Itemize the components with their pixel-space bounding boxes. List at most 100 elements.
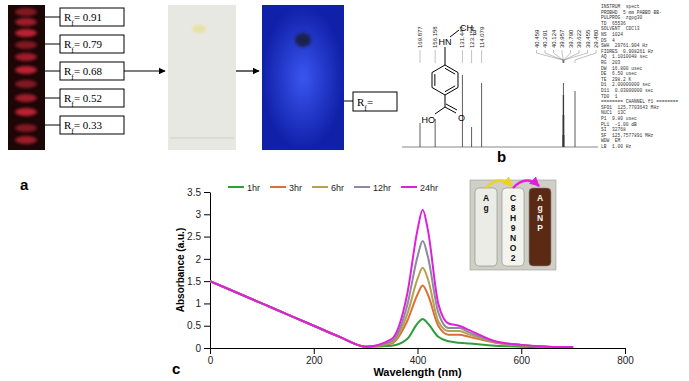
peak-label: 156.158 xyxy=(432,26,438,48)
parameter-line: SF 125.7577891 MHz xyxy=(601,133,654,138)
leader-line xyxy=(45,125,60,126)
double-bond xyxy=(445,86,455,92)
series-line xyxy=(210,268,573,347)
vial-label: Ag xyxy=(481,193,491,213)
y-tick-label: 2.5 xyxy=(187,231,201,242)
parameter-line: INSTRUM spect xyxy=(601,4,640,9)
y-tick-mark xyxy=(204,303,210,304)
tlc-spot xyxy=(295,33,311,47)
leader-line xyxy=(564,50,579,63)
legend-label: 12hr xyxy=(373,183,391,193)
tlc-spot xyxy=(15,8,37,16)
tlc-spot xyxy=(15,53,37,61)
leader-line xyxy=(537,50,563,63)
panel-label: b xyxy=(497,148,506,165)
leader-line xyxy=(471,50,472,63)
rf-label: Rf= 0.79 xyxy=(64,38,103,55)
benzene-ring xyxy=(432,65,458,95)
rf-label: Rf= 0.91 xyxy=(64,11,102,28)
rf-label: Rf= 0.33 xyxy=(64,119,103,136)
tlc-baseline xyxy=(170,138,234,139)
x-tick-mark xyxy=(418,348,419,354)
y-tick: 3.5 xyxy=(187,187,210,198)
vial xyxy=(529,188,551,266)
y-axis-title: Absorbance (a.u.) xyxy=(175,228,186,312)
legend-swatch xyxy=(228,186,244,188)
legend-label: 6hr xyxy=(331,183,344,193)
rf-label: Rf= 0.68 xyxy=(64,65,103,82)
peak-label: 40.124 xyxy=(551,29,557,48)
tlc-plate-blue xyxy=(262,5,344,150)
y-tick: 3 xyxy=(195,209,210,220)
atom-label: O xyxy=(458,113,465,123)
leader-line xyxy=(45,71,60,72)
nmr-peak xyxy=(563,95,564,147)
peak-label: 39.790 xyxy=(568,29,574,48)
tlc-spot xyxy=(192,25,206,33)
peak-label: 169.877 xyxy=(417,26,423,48)
parameter-line: D1 2.00000000 sec xyxy=(601,82,651,87)
parameter-line: TD0 1 xyxy=(601,94,618,99)
inset-photo: AgC8H9NO2AgNP xyxy=(470,180,556,270)
parameter-line: SI 32768 xyxy=(601,127,626,132)
legend-label: 24hr xyxy=(420,183,438,193)
tlc-spot xyxy=(15,41,37,49)
parameter-line: RG 203 xyxy=(601,60,621,65)
arrow xyxy=(236,70,259,71)
y-tick-mark xyxy=(204,214,210,215)
bond xyxy=(446,104,457,110)
y-tick-label: 1.5 xyxy=(187,276,201,287)
parameter-line: DS 4 xyxy=(601,38,615,43)
x-axis: 0200400600800 xyxy=(208,348,635,366)
parameter-line: NS 1024 xyxy=(601,32,623,37)
rf-label: Rf= xyxy=(357,96,373,113)
peak-label: 40.459 xyxy=(534,29,540,48)
y-tick-mark xyxy=(204,192,210,193)
x-tick-mark xyxy=(625,348,626,354)
parameter-line: SOLVENT CDCl3 xyxy=(601,26,640,31)
tlc-spot xyxy=(15,29,37,37)
x-tick-mark xyxy=(210,348,211,354)
vial xyxy=(502,188,524,266)
x-tick-label: 200 xyxy=(306,355,323,366)
label-box xyxy=(60,35,124,53)
atom-label: HN xyxy=(439,37,452,47)
x-tick-label: 0 xyxy=(208,355,214,366)
x-tick-label: 400 xyxy=(410,355,427,366)
y-tick: 2.5 xyxy=(187,231,210,242)
y-axis: 00.511.522.533.5 xyxy=(187,187,210,354)
x-tick-label: 800 xyxy=(617,355,634,366)
parameter-line: LB 1.00 Hz xyxy=(601,144,632,149)
y-tick-mark xyxy=(204,326,210,327)
bond xyxy=(445,47,446,65)
nmr-peak xyxy=(471,127,472,147)
legend-swatch xyxy=(270,186,286,188)
leader-line xyxy=(45,98,60,99)
peak-label: 39.957 xyxy=(559,29,565,48)
peak-label: 114.079 xyxy=(479,26,485,48)
parameter-line: NUC1 13C xyxy=(601,110,626,115)
tlc-spot xyxy=(15,80,37,88)
peak-label: 39.622 xyxy=(576,29,582,48)
panel-c: 020040060080000.511.522.533.5Wavelength … xyxy=(172,180,634,378)
nmr-peak xyxy=(563,95,564,147)
tlc-plate-uv xyxy=(8,5,45,150)
parameter-line: D11 0.03000000 sec xyxy=(601,88,654,93)
tlc-spot xyxy=(15,108,37,116)
leader-line xyxy=(564,50,588,63)
bond xyxy=(435,107,445,114)
parameter-line: AQ 1.1010048 sec xyxy=(601,54,648,59)
nmr-peak xyxy=(563,135,564,147)
parameter-line: SFO1 125.7703643 MHz xyxy=(601,105,659,110)
legend-swatch xyxy=(354,186,370,188)
tlc-plate-visible xyxy=(168,5,236,150)
parameter-line: TD 65536 xyxy=(601,21,626,26)
nmr-peak xyxy=(462,75,463,147)
x-tick: 0 xyxy=(208,348,214,366)
inset-background xyxy=(470,180,556,270)
y-tick: 2 xyxy=(195,254,210,265)
series-line xyxy=(210,281,573,347)
leader-line xyxy=(45,44,60,45)
parameter-line: PL1 -1.00 dB xyxy=(601,122,637,127)
y-tick-mark xyxy=(204,281,210,282)
